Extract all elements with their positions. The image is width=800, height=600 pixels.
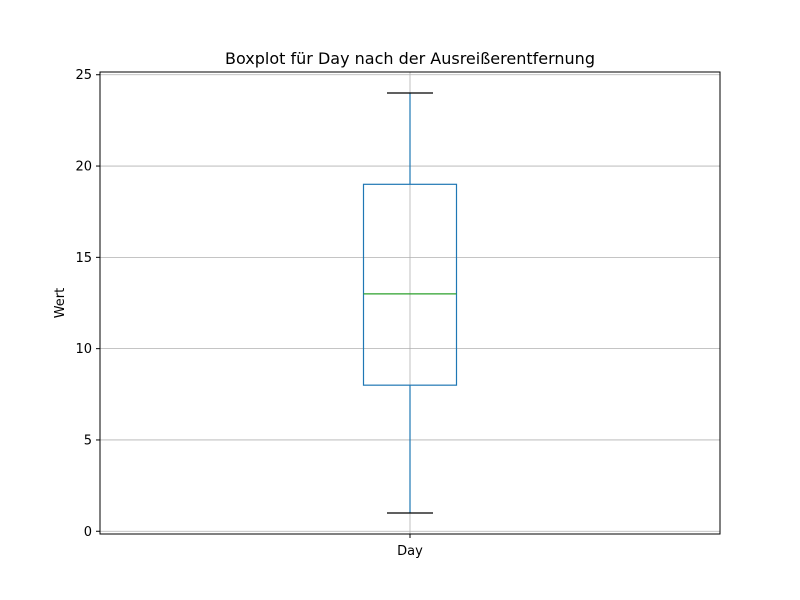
axis-ticks: 0 5 10 15 20 25 Day bbox=[75, 68, 423, 559]
y-tick-label: 5 bbox=[84, 433, 92, 448]
x-tick-label: Day bbox=[397, 544, 423, 559]
box-plot bbox=[362, 92, 458, 514]
y-tick-label: 20 bbox=[75, 160, 92, 175]
y-axis-label: Wert bbox=[53, 288, 68, 319]
box-iqr bbox=[362, 183, 458, 386]
chart-title: Boxplot für Day nach der Ausreißerentfer… bbox=[225, 49, 595, 68]
y-tick-label: 10 bbox=[75, 342, 92, 357]
y-tick-label: 15 bbox=[75, 251, 92, 266]
y-tick-label: 25 bbox=[75, 68, 92, 83]
y-tick-label: 0 bbox=[84, 525, 92, 540]
